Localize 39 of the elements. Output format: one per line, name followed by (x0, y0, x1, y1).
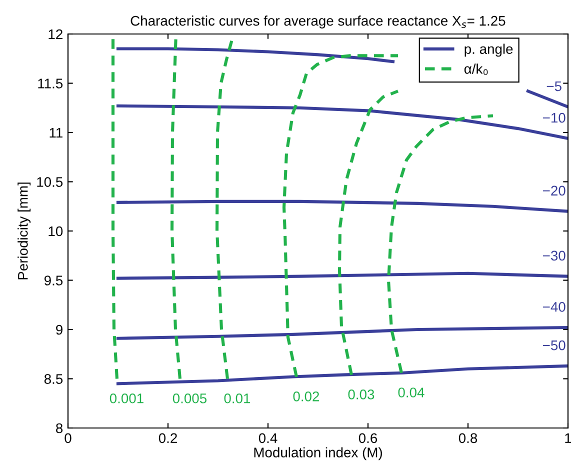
annotation: 0.03 (348, 390, 374, 400)
y-tick-label: 12 (48, 29, 62, 40)
x-tick-label: 0.2 (158, 433, 177, 444)
annotation: −50 (543, 340, 566, 350)
x-tick-label: 1 (565, 433, 571, 443)
x-tick-label: 0 (64, 433, 72, 444)
annotation: 0.01 (224, 393, 250, 404)
y-tick-label: 10 (48, 226, 63, 236)
y-tick-label: 11 (50, 128, 62, 138)
line-series (338, 90, 400, 376)
line-series (116, 326, 568, 340)
annotation: 0.02 (293, 392, 320, 402)
line-series (116, 104, 568, 140)
annotation: 0.001 (110, 393, 144, 404)
annotation: −5 (546, 81, 562, 92)
line-series (116, 200, 568, 213)
line-series (386, 114, 495, 374)
x-axis-title: Modulation index (M) (254, 447, 382, 460)
y-tick-label: 9.5 (44, 276, 63, 286)
x-tick-label: 0.6 (358, 433, 378, 444)
line-series (116, 364, 568, 386)
annotation: −40 (543, 302, 566, 312)
y-tick-label: 8 (56, 423, 63, 434)
y-tick-label: 9 (56, 324, 62, 335)
x-tick-label: 0.4 (258, 433, 278, 444)
y-tick-label: 10.5 (37, 177, 63, 187)
annotation: −10 (543, 112, 566, 123)
chart-title: Characteristic curves for average surface reactance X$_{s}$= 1.25 (130, 16, 506, 28)
legend-label: p. angle (464, 44, 513, 57)
y-axis-title: Periodicity [mm] (18, 182, 31, 280)
y-tick-label: 8.5 (44, 374, 63, 384)
line-series (282, 54, 400, 378)
annotation: −30 (543, 250, 566, 261)
annotation: 0.04 (398, 388, 424, 398)
legend-label: α/k₀ (464, 64, 488, 75)
y-tick-label: 11.5 (38, 78, 63, 88)
annotation: 0.005 (172, 393, 207, 404)
x-tick-label: 0.8 (458, 433, 478, 444)
annotation: −20 (543, 186, 566, 196)
